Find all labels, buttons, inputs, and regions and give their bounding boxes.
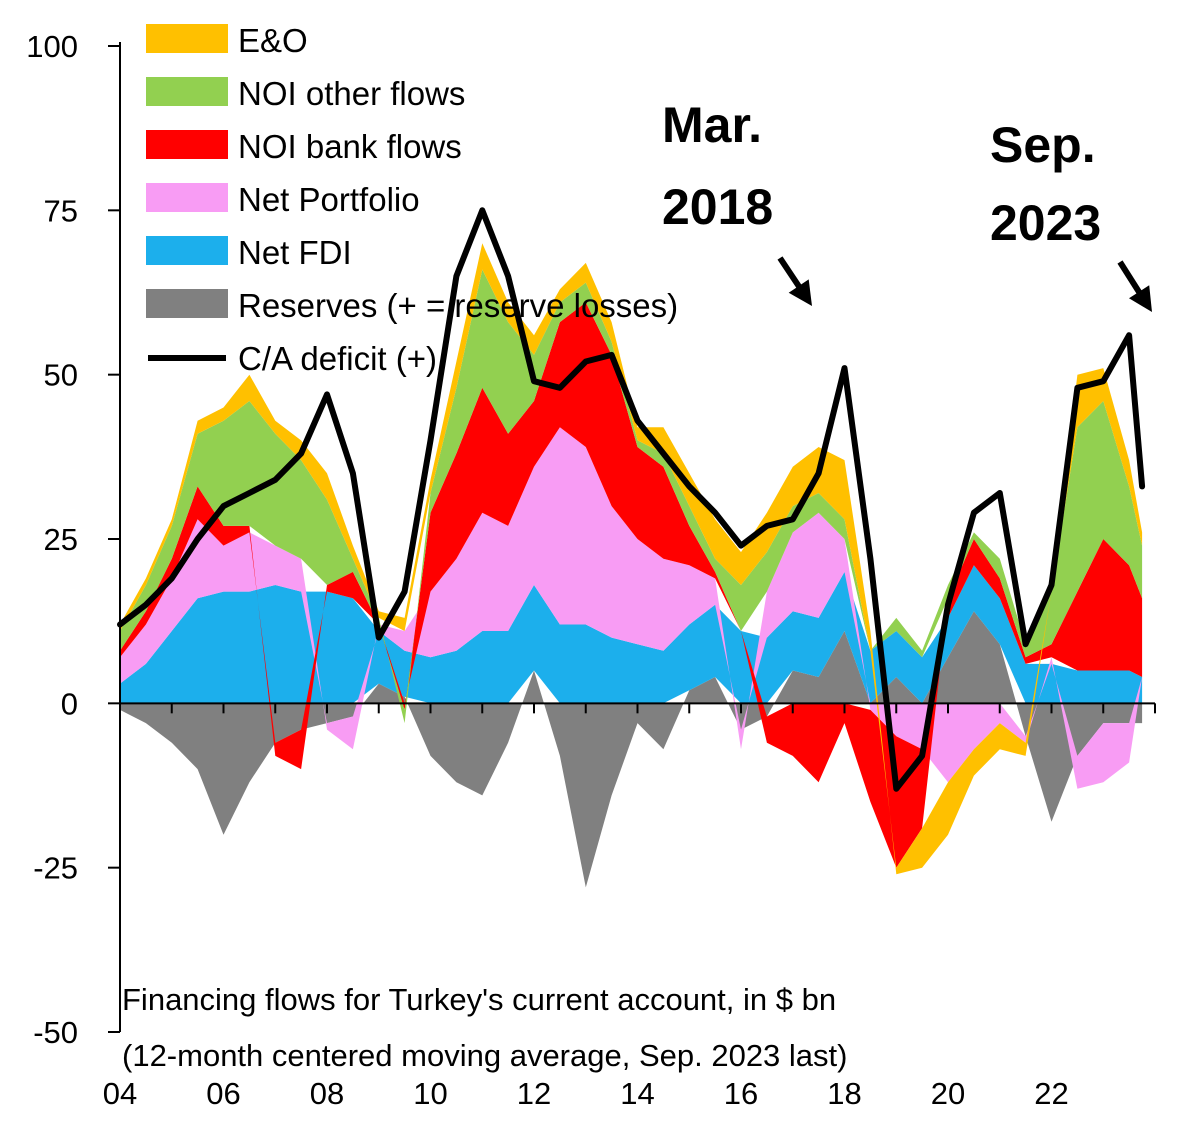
y-tick-label: 100 [26, 29, 78, 64]
x-tick-label: 10 [413, 1076, 447, 1111]
legend-swatch-net-fdi [146, 236, 228, 265]
y-tick-label: -25 [33, 851, 78, 886]
y-tick-label: 25 [44, 522, 78, 557]
legend-label-e-o: E&O [238, 22, 308, 59]
legend-label-noi-other-flows: NOI other flows [238, 75, 465, 112]
legend-swatch-reserves-reserve-losses [146, 289, 228, 318]
caption-line-2: (12-month centered moving average, Sep. … [122, 1038, 847, 1073]
annotation-line-2: 2023 [990, 195, 1101, 251]
y-tick-label: 0 [61, 686, 78, 721]
caption: Financing flows for Turkey's current acc… [122, 982, 847, 1073]
legend-label-reserves-reserve-losses: Reserves (+ = reserve losses) [238, 287, 678, 324]
legend-label-net-portfolio: Net Portfolio [238, 181, 420, 218]
legend-swatch-noi-bank-flows [146, 130, 228, 159]
y-tick-label: -50 [33, 1015, 78, 1050]
y-tick-label: 50 [44, 358, 78, 393]
area-noi-other-flows [120, 269, 1143, 724]
annotation-line-2: 2018 [662, 179, 773, 235]
annotations: Mar. 2018 Sep. 2023 [662, 97, 1152, 312]
legend-label-c-a-deficit: C/A deficit (+) [238, 340, 437, 377]
y-tick-label: 75 [44, 193, 78, 228]
annotation-line-1: Mar. [662, 97, 762, 153]
area-net-portfolio [120, 427, 1143, 789]
legend-swatch-net-portfolio [146, 183, 228, 212]
x-tick-label: 08 [310, 1076, 344, 1111]
legend-swatch-noi-other-flows [146, 77, 228, 106]
area-net-fdi [120, 565, 1143, 704]
ca-deficit-line-layer [117, 207, 1146, 792]
legend-label-noi-bank-flows: NOI bank flows [238, 128, 462, 165]
legend-label-net-fdi: Net FDI [238, 234, 352, 271]
caption-line-1: Financing flows for Turkey's current acc… [122, 982, 836, 1017]
axes: 100 75 50 25 0 -25 -50 04 06 08 10 12 14 16 18 20 22 [26, 29, 1156, 1111]
annotation-arrow-head [1129, 285, 1152, 312]
x-tick-label: 18 [827, 1076, 861, 1111]
legend: E&O NOI other flows NOI bank flows Net Port… [146, 22, 678, 377]
x-tick-label: 12 [517, 1076, 551, 1111]
x-tick-label: 20 [931, 1076, 965, 1111]
x-tick-label: 14 [620, 1076, 654, 1111]
legend-swatch-e-o [146, 24, 228, 53]
x-tick-label: 22 [1034, 1076, 1068, 1111]
x-tick-label: 16 [724, 1076, 758, 1111]
annotation-line-1: Sep. [990, 117, 1096, 173]
ca-deficit-line [117, 207, 1146, 792]
x-tick-label: 04 [103, 1076, 137, 1111]
annotation-arrow-head [788, 279, 812, 306]
x-tick-label: 06 [206, 1076, 240, 1111]
